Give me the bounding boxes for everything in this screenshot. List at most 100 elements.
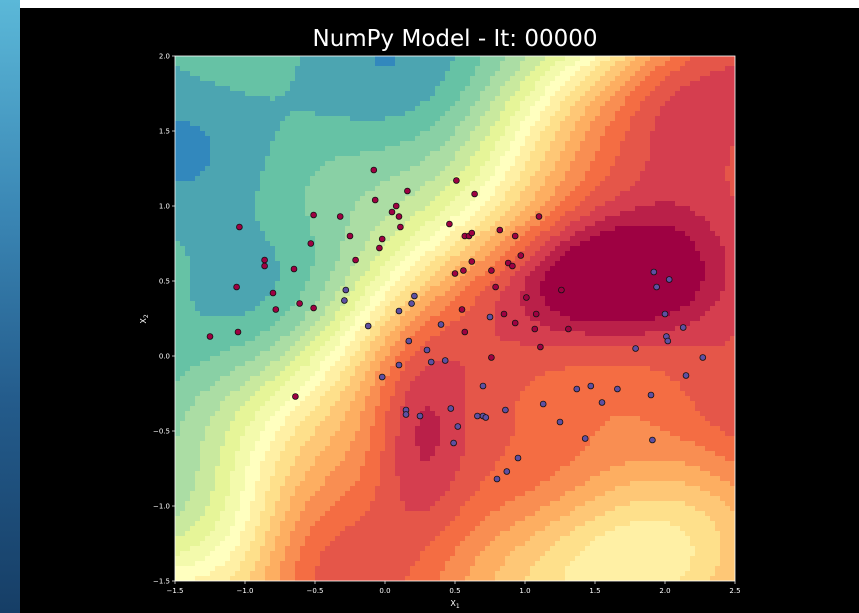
contour-cell (405, 201, 411, 207)
contour-cell (255, 176, 261, 182)
contour-cell (190, 526, 196, 532)
contour-cell (400, 436, 406, 442)
contour-cell (385, 101, 391, 107)
contour-cell (320, 571, 326, 577)
contour-cell (280, 376, 286, 382)
contour-cell (225, 136, 231, 142)
contour-cell (285, 286, 291, 292)
contour-cell (260, 171, 266, 177)
contour-cell (365, 381, 371, 387)
contour-cell (355, 491, 361, 497)
contour-cell (315, 251, 321, 257)
contour-cell (275, 291, 281, 297)
contour-cell (210, 61, 216, 67)
contour-cell (335, 281, 341, 287)
contour-cell (215, 206, 221, 212)
contour-cell (205, 296, 211, 302)
contour-cell (350, 456, 356, 462)
contour-cell (250, 281, 256, 287)
contour-cell (365, 331, 371, 337)
contour-cell (380, 201, 386, 207)
contour-cell (390, 351, 396, 357)
contour-cell (235, 371, 241, 377)
contour-cell (195, 271, 201, 277)
contour-cell (245, 376, 251, 382)
contour-cell (280, 316, 286, 322)
contour-cell (325, 376, 331, 382)
contour-cell (330, 261, 336, 267)
contour-cell (335, 256, 341, 262)
contour-cell (350, 71, 356, 77)
contour-cell (315, 71, 321, 77)
contour-cell (210, 256, 216, 262)
contour-cell (190, 151, 196, 157)
contour-cell (305, 211, 311, 217)
contour-cell (290, 536, 296, 542)
contour-cell (180, 451, 186, 457)
contour-cell (180, 381, 186, 387)
contour-cell (390, 391, 396, 397)
contour-cell (350, 461, 356, 467)
contour-cell (290, 286, 296, 292)
contour-cell (205, 556, 211, 562)
contour-cell (325, 461, 331, 467)
contour-cell (280, 276, 286, 282)
contour-cell (250, 206, 256, 212)
contour-cell (410, 311, 416, 317)
contour-cell (305, 201, 311, 207)
contour-cell (210, 541, 216, 547)
contour-cell (350, 281, 356, 287)
contour-cell (300, 76, 306, 82)
contour-cell (195, 436, 201, 442)
contour-cell (305, 456, 311, 462)
contour-cell (315, 491, 321, 497)
contour-cell (175, 271, 181, 277)
contour-cell (345, 111, 351, 117)
contour-cell (200, 491, 206, 497)
contour-cell (385, 86, 391, 92)
contour-cell (185, 391, 191, 397)
contour-cell (395, 366, 401, 372)
contour-cell (240, 86, 246, 92)
contour-cell (265, 546, 271, 552)
contour-cell (355, 281, 361, 287)
contour-cell (355, 501, 361, 507)
contour-cell (370, 101, 376, 107)
contour-cell (335, 451, 341, 457)
contour-cell (210, 311, 216, 317)
contour-cell (360, 371, 366, 377)
contour-cell (245, 401, 251, 407)
contour-cell (285, 421, 291, 427)
contour-cell (220, 416, 226, 422)
contour-cell (330, 276, 336, 282)
contour-cell (325, 106, 331, 112)
contour-cell (355, 241, 361, 247)
contour-cell (245, 406, 251, 412)
contour-cell (315, 296, 321, 302)
contour-cell (235, 386, 241, 392)
contour-cell (325, 506, 331, 512)
contour-cell (190, 371, 196, 377)
contour-cell (245, 351, 251, 357)
contour-cell (260, 561, 266, 567)
contour-cell (275, 486, 281, 492)
contour-cell (380, 141, 386, 147)
contour-cell (355, 151, 361, 157)
contour-cell (240, 231, 246, 237)
contour-cell (285, 76, 291, 82)
contour-cell (330, 91, 336, 97)
contour-cell (180, 236, 186, 242)
contour-cell (180, 301, 186, 307)
contour-cell (190, 66, 196, 72)
contour-cell (215, 91, 221, 97)
contour-cell (255, 466, 261, 472)
contour-cell (320, 211, 326, 217)
contour-cell (255, 201, 261, 207)
contour-cell (260, 446, 266, 452)
contour-cell (335, 286, 341, 292)
contour-cell (220, 486, 226, 492)
contour-cell (390, 326, 396, 332)
contour-cell (265, 551, 271, 557)
contour-cell (180, 251, 186, 257)
contour-cell (270, 171, 276, 177)
